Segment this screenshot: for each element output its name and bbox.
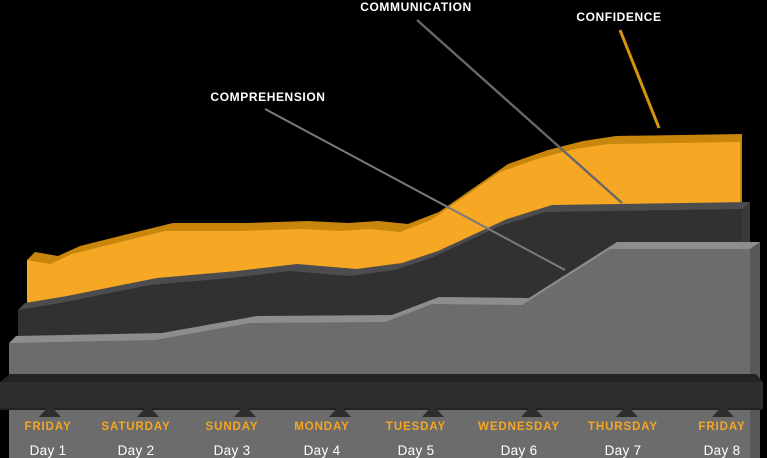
day-tick-arrow	[137, 405, 159, 417]
day-tick-arrow	[329, 405, 351, 417]
baseline-bar	[0, 374, 763, 417]
comprehension-label: COMPREHENSION	[210, 90, 325, 104]
communication-label: COMMUNICATION	[360, 0, 472, 14]
day-name-label: FRIDAY	[24, 421, 71, 433]
day-number-label: Day 7	[605, 443, 642, 458]
communication-leader-line	[416, 19, 623, 204]
day-name-label: SUNDAY	[206, 421, 259, 433]
comprehension-leader-line	[264, 108, 566, 271]
day-number-label: Day 2	[118, 443, 155, 458]
day-tick-arrow	[712, 405, 734, 417]
confidence-label: CONFIDENCE	[576, 10, 661, 24]
day-number-label: Day 5	[398, 443, 435, 458]
day-name-label: WEDNESDAY	[478, 421, 560, 433]
day-name-label: MONDAY	[294, 421, 349, 433]
day-name-label: TUESDAY	[386, 421, 446, 433]
day-name-label: THURSDAY	[588, 421, 658, 433]
day-number-label: Day 3	[214, 443, 251, 458]
day-number-label: Day 1	[30, 443, 67, 458]
day-tick-arrow	[616, 405, 638, 417]
day-number-label: Day 4	[304, 443, 341, 458]
x-axis-labels: FRIDAY Day 1 SATURDAY Day 2 SUNDAY Day 3…	[24, 421, 745, 458]
day-number-label: Day 6	[501, 443, 538, 458]
day-tick-arrow	[234, 405, 256, 417]
day-name-label: SATURDAY	[101, 421, 170, 433]
day-name-label: FRIDAY	[698, 421, 745, 433]
baseline-bar-front-face	[0, 382, 763, 408]
day-tick-arrow	[422, 405, 444, 417]
confidence-leader-line	[618, 29, 661, 129]
day-tick-arrow	[39, 405, 61, 417]
comprehension-side-face	[750, 242, 760, 458]
day-tick-arrow	[521, 405, 543, 417]
day-number-label: Day 8	[704, 443, 741, 458]
